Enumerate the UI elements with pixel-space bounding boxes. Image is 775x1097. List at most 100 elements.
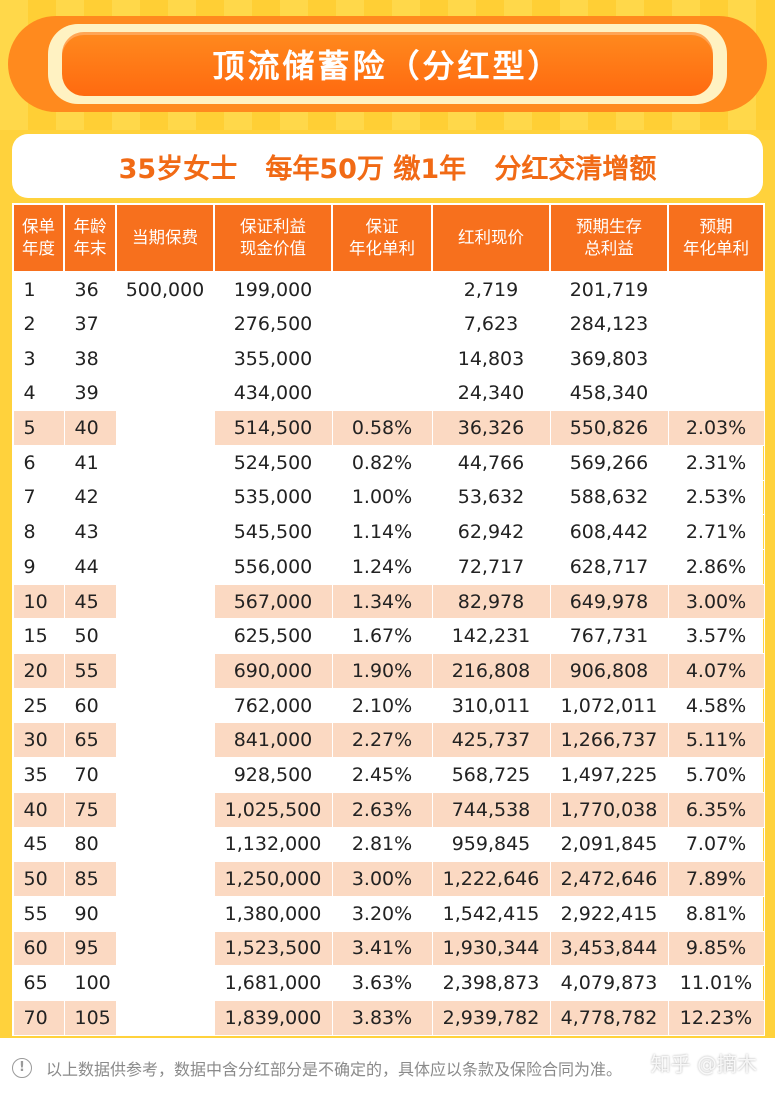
cell-guaranteed-simple-rate: 1.34% xyxy=(331,583,433,620)
cell-age: 41 xyxy=(63,444,117,481)
cell-bonus-cash-value: 216,808 xyxy=(431,653,551,689)
cell-guaranteed-simple-rate: 2.10% xyxy=(331,687,433,724)
cell-expected-simple-rate: 2.86% xyxy=(667,549,765,585)
header-label: 保单 xyxy=(22,217,55,236)
table-row: 65 100 1,681,000 3.63% 2,398,873 4,079,873 11.… xyxy=(12,965,765,1001)
cell-age: 95 xyxy=(63,930,117,967)
cell-bonus-cash-value: 7,623 xyxy=(431,306,551,342)
table-row: 3 38 355,000 14,803 369,803 xyxy=(12,340,764,377)
cell-policy-year: 2 xyxy=(12,306,65,342)
cell-guaranteed-cash-value: 1,839,000 xyxy=(213,999,333,1036)
cell-expected-total-benefit: 1,072,011 xyxy=(549,687,669,724)
cell-expected-total-benefit: 201,719 xyxy=(549,271,669,308)
header-label: 保证利益 xyxy=(240,217,306,236)
cell-guaranteed-cash-value: 690,000 xyxy=(213,653,333,689)
cell-expected-simple-rate: 6.35% xyxy=(667,791,765,828)
cell-bonus-cash-value: 82,978 xyxy=(431,583,551,620)
cell-expected-total-benefit: 3,453,844 xyxy=(549,930,669,967)
cell-guaranteed-simple-rate: 2.63% xyxy=(331,791,433,828)
cell-expected-simple-rate: 4.58% xyxy=(667,687,765,724)
cell-expected-total-benefit: 4,079,873 xyxy=(549,965,669,1001)
table-row: 25 60 762,000 2.10% 310,011 1,072,011 4.58% xyxy=(12,687,765,724)
cell-expected-simple-rate: 7.07% xyxy=(667,826,765,863)
table-row: 9 44 556,000 1.24% 72,717 628,717 2.86% xyxy=(12,549,765,585)
cell-policy-year: 55 xyxy=(12,895,65,932)
cell-age: 37 xyxy=(63,306,117,342)
benefit-table: 保单 年度 年龄 年末 当期保费 保证利益 现金价值 保证 年化单利 红利现价 预期生存 总利益 预期年… xyxy=(12,203,765,1036)
banner-core: 顶流储蓄险（分红型） xyxy=(62,32,713,96)
cell-bonus-cash-value: 142,231 xyxy=(431,618,551,655)
footer-note-bar: ! 以上数据供参考，数据中含分红部分是不确定的，具体应以条款及保险合同为准。 xyxy=(0,1038,775,1097)
cell-expected-total-benefit: 369,803 xyxy=(549,340,669,377)
header-premium: 当期保费 xyxy=(115,203,215,273)
cell-guaranteed-cash-value: 928,500 xyxy=(213,757,333,793)
header-label: 预期 xyxy=(699,217,733,236)
cell-policy-year: 3 xyxy=(12,340,65,377)
cell-bonus-cash-value: 310,011 xyxy=(431,687,551,724)
cell-guaranteed-simple-rate: 0.82% xyxy=(331,444,433,481)
cell-policy-year: 7 xyxy=(12,479,65,516)
cell-age: 38 xyxy=(63,340,117,377)
cell-expected-simple-rate: 7.89% xyxy=(667,861,765,897)
cell-expected-simple-rate: 2.31% xyxy=(667,444,765,481)
table-row: 2 37 276,500 7,623 284,123 xyxy=(12,306,764,342)
cell-policy-year: 25 xyxy=(12,687,65,724)
cell-expected-simple-rate: 5.11% xyxy=(667,722,765,759)
cell-guaranteed-cash-value: 1,523,500 xyxy=(213,930,333,967)
cell-guaranteed-cash-value: 1,132,000 xyxy=(213,826,333,863)
cell-guaranteed-cash-value: 276,500 xyxy=(213,306,333,342)
cell-age: 70 xyxy=(63,757,117,793)
cell-expected-total-benefit: 2,091,845 xyxy=(549,826,669,863)
cell-guaranteed-cash-value: 556,000 xyxy=(213,549,333,585)
cell-guaranteed-cash-value: 514,500 xyxy=(213,410,333,446)
cell-policy-year: 35 xyxy=(12,757,65,793)
cell-age: 65 xyxy=(63,722,117,759)
cell-expected-total-benefit: 2,472,646 xyxy=(549,861,669,897)
cell-age: 39 xyxy=(63,375,117,412)
table-row: 60 95 1,523,500 3.41% 1,930,344 3,453,844 9.85… xyxy=(12,930,765,967)
cell-expected-total-benefit: 4,778,782 xyxy=(549,999,669,1036)
cell-guaranteed-simple-rate: 1.90% xyxy=(331,653,433,689)
table-row: 10 45 567,000 1.34% 82,978 649,978 3.00% xyxy=(12,583,765,620)
cell-expected-simple-rate: 2.53% xyxy=(667,479,765,516)
header-guaranteed-simple-rate: 保证 年化单利 xyxy=(331,203,433,273)
header-label: 现金价值 xyxy=(240,239,306,258)
cell-expected-total-benefit: 588,632 xyxy=(549,479,669,516)
table-row: 30 65 841,000 2.27% 425,737 1,266,737 5.11% xyxy=(12,722,765,759)
cell-policy-year: 15 xyxy=(12,618,65,655)
cell-age: 60 xyxy=(63,687,117,724)
benefit-table-container: 保单 年度 年龄 年末 当期保费 保证利益 现金价值 保证 年化单利 红利现价 预期生存 总利益 预期年… xyxy=(12,203,765,1036)
cell-bonus-cash-value: 2,398,873 xyxy=(431,965,551,1001)
cell-bonus-cash-value: 24,340 xyxy=(431,375,551,412)
subtitle: 35岁女士 每年50万 缴1年 分红交清增额 xyxy=(118,153,657,185)
cell-guaranteed-simple-rate: 3.41% xyxy=(331,930,433,967)
cell-age: 80 xyxy=(63,826,117,863)
cell-expected-simple-rate: 3.00% xyxy=(667,583,765,620)
cell-expected-simple-rate: 4.07% xyxy=(667,653,765,689)
table-row: 70 105 1,839,000 3.83% 2,939,782 4,778,782 12.… xyxy=(12,999,765,1036)
cell-guaranteed-simple-rate: 2.27% xyxy=(331,722,433,759)
cell-expected-total-benefit: 649,978 xyxy=(549,583,669,620)
cell-policy-year: 8 xyxy=(12,514,65,550)
cell-expected-total-benefit: 550,826 xyxy=(549,410,669,446)
table-row: 7 42 535,000 1.00% 53,632 588,632 2.53% xyxy=(12,479,765,516)
cell-expected-simple-rate: 8.81% xyxy=(667,895,765,932)
table-row: 20 55 690,000 1.90% 216,808 906,808 4.07% xyxy=(12,653,765,689)
cell-policy-year: 5 xyxy=(12,410,65,446)
cell-policy-year: 45 xyxy=(12,826,65,863)
cell-bonus-cash-value: 36,326 xyxy=(431,410,551,446)
cell-guaranteed-simple-rate: 3.83% xyxy=(331,999,433,1036)
header-label: 年末 xyxy=(73,239,107,258)
table-row: 5 40 514,500 0.58% 36,326 550,826 2.03% xyxy=(12,410,765,446)
cell-guaranteed-cash-value: 625,500 xyxy=(213,618,333,655)
header-label: 年龄 xyxy=(73,217,107,236)
cell-policy-year: 6 xyxy=(12,444,65,481)
cell-policy-year: 70 xyxy=(12,999,65,1036)
cell-bonus-cash-value: 959,845 xyxy=(431,826,551,863)
header-label: 红利现价 xyxy=(458,228,524,247)
cell-expected-simple-rate: 12.23% xyxy=(667,999,765,1036)
cell-expected-total-benefit: 2,922,415 xyxy=(549,895,669,932)
cell-guaranteed-cash-value: 434,000 xyxy=(213,375,333,412)
header-label: 总利益 xyxy=(584,239,634,258)
cell-bonus-cash-value: 744,538 xyxy=(431,791,551,828)
